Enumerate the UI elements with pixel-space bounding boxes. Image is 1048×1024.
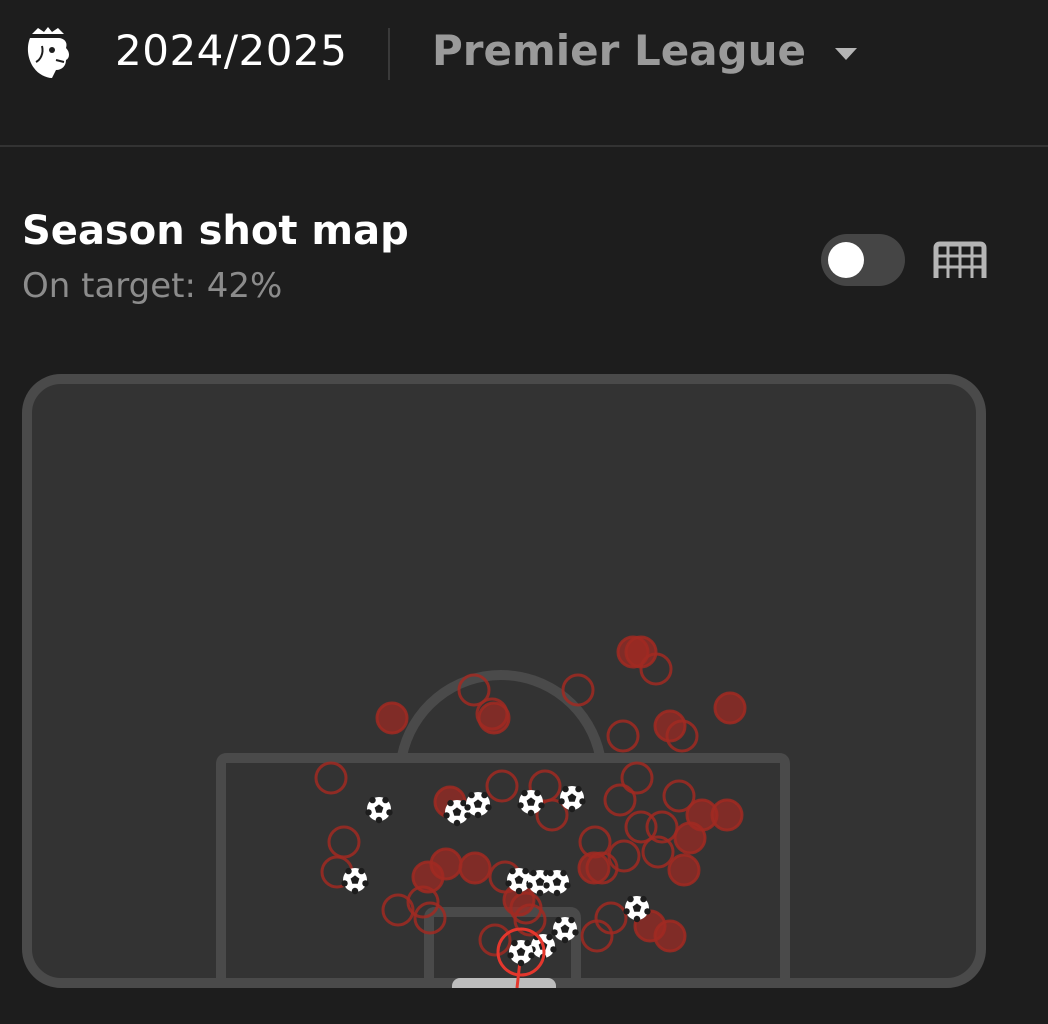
missed-shot-marker[interactable] xyxy=(667,853,701,887)
penalty-arc xyxy=(397,670,605,757)
missed-shot-marker[interactable] xyxy=(713,691,747,725)
missed-shot-marker[interactable] xyxy=(375,701,409,735)
missed-shot-marker[interactable] xyxy=(607,839,641,873)
selected-shot-layer[interactable] xyxy=(496,927,546,988)
goal-shot-marker[interactable] xyxy=(505,867,533,895)
missed-shot-marker[interactable] xyxy=(639,652,673,686)
missed-shot-marker[interactable] xyxy=(381,893,415,927)
missed-shot-marker[interactable] xyxy=(665,719,699,753)
selected-goal-marker[interactable] xyxy=(507,939,535,967)
missed-shot-marker[interactable] xyxy=(413,901,447,935)
season-header: 2024/2025 Premier League xyxy=(0,0,1048,147)
missed-shot-marker[interactable] xyxy=(673,821,707,855)
goal-shot-marker[interactable] xyxy=(558,785,586,813)
missed-shot-marker[interactable] xyxy=(624,810,658,844)
missed-shot-marker[interactable] xyxy=(641,835,675,869)
missed-shot-marker[interactable] xyxy=(429,847,463,881)
missed-shot-marker[interactable] xyxy=(580,919,614,953)
missed-shot-marker[interactable] xyxy=(478,923,512,957)
caret-down-icon[interactable] xyxy=(832,44,860,64)
premier-league-lion-logo xyxy=(27,27,69,78)
missed-shot-marker[interactable] xyxy=(662,779,696,813)
missed-shot-marker[interactable] xyxy=(603,783,637,817)
missed-shot-marker[interactable] xyxy=(653,919,687,953)
league-selector[interactable]: Premier League xyxy=(432,26,807,75)
missed-shot-marker[interactable] xyxy=(457,673,491,707)
goal-shot-marker[interactable] xyxy=(543,869,571,897)
goal xyxy=(452,978,556,988)
section-title: Season shot map xyxy=(22,208,409,254)
missed-shot-marker[interactable] xyxy=(561,673,595,707)
missed-shot-marker[interactable] xyxy=(513,903,547,937)
missed-shot-marker[interactable] xyxy=(458,851,492,885)
missed-shot-marker[interactable] xyxy=(406,885,440,919)
shot-map-pitch xyxy=(22,374,986,988)
goal-shot-marker[interactable] xyxy=(341,867,369,895)
season-selector[interactable]: 2024/2025 xyxy=(115,26,348,75)
missed-shot-marker[interactable] xyxy=(620,761,654,795)
divider xyxy=(388,28,390,80)
penalty-box xyxy=(216,753,790,983)
missed-shot-marker[interactable] xyxy=(606,719,640,753)
toggle-knob xyxy=(828,242,864,278)
missed-shot-marker[interactable] xyxy=(710,798,744,832)
goal-shot-marker[interactable] xyxy=(623,895,651,923)
goal-shot-marker[interactable] xyxy=(464,791,492,819)
missed-shot-marker[interactable] xyxy=(645,810,679,844)
missed-shot-marker[interactable] xyxy=(327,825,361,859)
on-target-stat: On target: 42% xyxy=(22,266,283,306)
goal-shot-marker[interactable] xyxy=(517,789,545,817)
goal-shot-marker[interactable] xyxy=(551,916,579,944)
goal-shot-marker[interactable] xyxy=(365,796,393,824)
goal-shot-marker[interactable] xyxy=(443,799,471,827)
view-toggle[interactable] xyxy=(821,234,905,286)
missed-shot-marker[interactable] xyxy=(314,761,348,795)
selected-shot-ring xyxy=(496,927,546,977)
missed-shot-marker[interactable] xyxy=(577,851,611,885)
goal-net-icon[interactable] xyxy=(930,238,990,282)
missed-shot-marker[interactable] xyxy=(485,769,519,803)
missed-shot-marker[interactable] xyxy=(535,798,569,832)
goal-shots-layer xyxy=(341,785,651,961)
missed-shot-marker[interactable] xyxy=(477,701,511,735)
